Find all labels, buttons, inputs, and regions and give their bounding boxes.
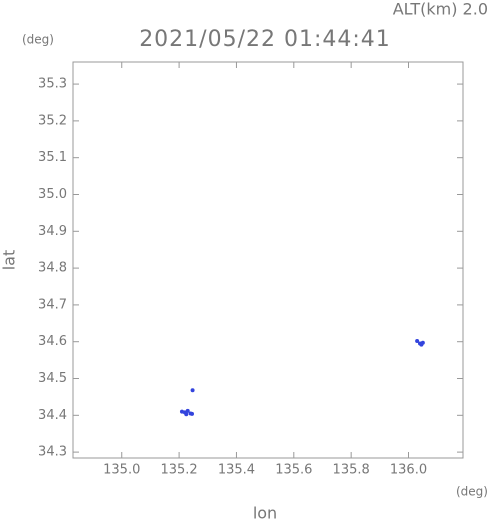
y-tick-label: 34.5 [38,371,67,386]
x-tick-label: 135.8 [333,463,370,478]
point [415,338,420,343]
y-tick-label: 34.9 [38,224,67,239]
point [184,412,189,417]
y-tick-label: 34.8 [38,261,67,276]
y-tick-label: 35.3 [38,77,67,92]
x-tick-label: 135.4 [218,463,255,478]
x-tick-label: 135.6 [275,463,312,478]
x-unit: (deg) [456,485,488,499]
y-axis-label: lat [0,250,19,271]
y-tick-label: 34.4 [38,408,67,423]
x-axis-label: lon [253,504,277,521]
plot-frame [72,61,464,459]
y-tick-label: 35.2 [38,113,67,128]
annotation: ALT(km) 2.0 [393,0,488,19]
point [190,388,195,393]
point [190,411,195,416]
y-tick-label: 34.7 [38,297,67,312]
x-tick-label: 135.2 [160,463,197,478]
x-tick-label: 136.0 [390,463,427,478]
y-tick-label: 35.1 [38,150,67,165]
y-tick-label: 34.6 [38,334,67,349]
point [419,342,424,347]
x-tick-label: 135.0 [103,463,140,478]
y-unit: (deg) [22,33,54,47]
point [185,408,190,413]
y-tick-label: 35.0 [38,187,67,202]
y-tick-label: 34.3 [38,445,67,460]
chart-title: 2021/05/22 01:44:41 [139,27,391,52]
